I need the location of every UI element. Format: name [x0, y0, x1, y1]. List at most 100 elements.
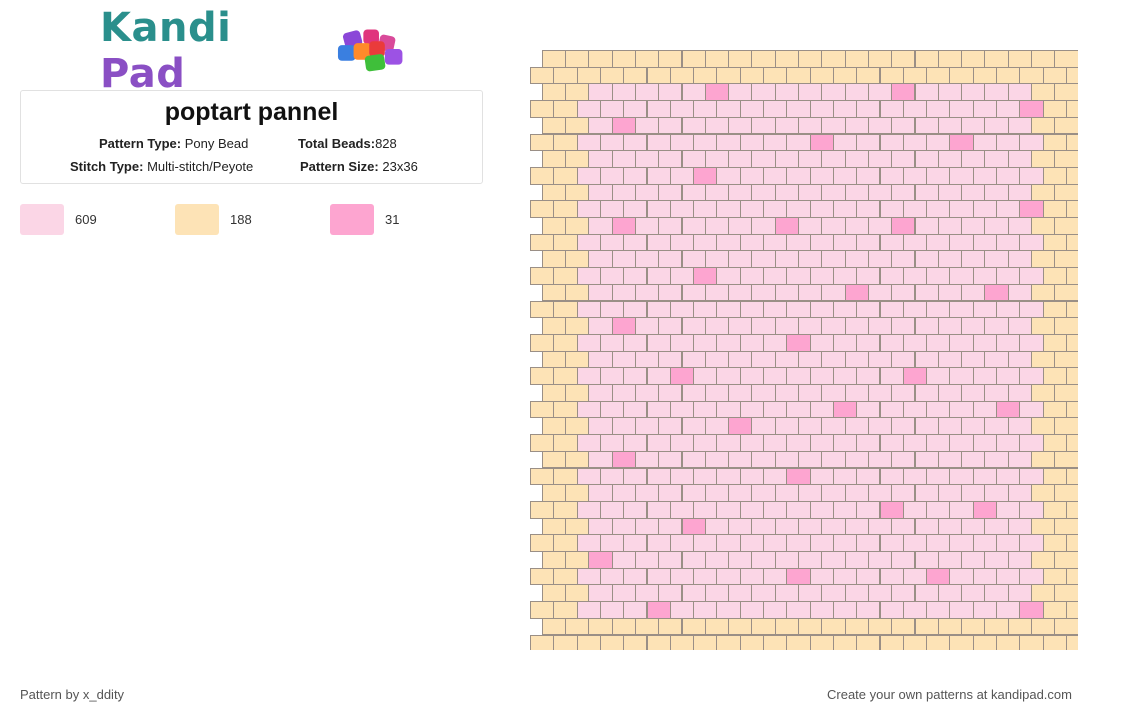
bead: [949, 534, 974, 552]
bead: [704, 417, 730, 436]
bead: [1031, 250, 1056, 269]
bead: [949, 400, 974, 419]
bead: [576, 267, 601, 285]
bead: [774, 50, 799, 68]
bead: [751, 417, 776, 436]
bead: [681, 250, 706, 269]
bead: [856, 233, 881, 252]
bead: [646, 66, 671, 85]
bead: [599, 300, 625, 319]
bead: [1042, 133, 1067, 152]
bead: [576, 100, 601, 118]
bead: [751, 317, 776, 335]
bead: [658, 484, 683, 502]
bead: [693, 567, 718, 586]
bead: [879, 100, 904, 118]
bead: [891, 50, 916, 68]
bead: [716, 133, 741, 152]
bead: [891, 317, 916, 335]
bead: [681, 517, 706, 536]
bead: [681, 584, 706, 603]
bead: [1042, 100, 1067, 118]
bead: [879, 434, 904, 452]
bead: [693, 534, 718, 552]
color-swatch: [175, 203, 219, 235]
bead: [1019, 634, 1044, 650]
bead: [553, 534, 578, 552]
bead: [634, 384, 660, 402]
bead: [611, 484, 636, 502]
bead: [879, 567, 904, 586]
bead: [1019, 100, 1044, 118]
kandipad-link[interactable]: Create your own patterns at kandipad.com: [827, 687, 1072, 702]
bead: [623, 467, 648, 486]
bead: [891, 150, 916, 168]
bead: [599, 133, 625, 152]
bead: [541, 150, 566, 168]
bead: [751, 517, 776, 536]
bead: [565, 350, 590, 369]
bead: [693, 333, 718, 352]
bead: [599, 233, 625, 252]
bead-count: 609: [75, 211, 97, 227]
bead: [588, 384, 613, 402]
bead: [961, 250, 986, 269]
bead: [646, 567, 671, 586]
bead: [996, 534, 1021, 552]
bead: [716, 233, 741, 252]
bead: [937, 283, 963, 302]
bead: [588, 317, 613, 335]
bead: [530, 601, 555, 619]
bead: [949, 500, 974, 519]
bead-pattern-grid: [530, 50, 1078, 650]
bead: [716, 567, 741, 586]
bead: [669, 233, 695, 252]
bead: [1007, 83, 1032, 102]
bead: [984, 384, 1009, 402]
bead: [809, 267, 834, 285]
bead: [530, 434, 555, 452]
pattern-type-value: Pony Bead: [184, 136, 249, 151]
bead: [961, 283, 986, 302]
bead: [856, 300, 881, 319]
bead: [972, 434, 997, 452]
bead: [891, 183, 916, 202]
bead: [553, 100, 578, 118]
bead: [902, 267, 928, 285]
bead: [972, 500, 997, 519]
bead: [821, 417, 846, 436]
bead: [553, 434, 578, 452]
bead: [949, 267, 974, 285]
bead: [937, 150, 963, 168]
bead: [774, 183, 799, 202]
bead: [704, 350, 730, 369]
bead: [821, 116, 846, 135]
bead: [867, 350, 893, 369]
bead: [914, 584, 939, 603]
bead: [856, 267, 881, 285]
bead: [704, 217, 730, 235]
bead: [937, 484, 963, 502]
bead: [821, 517, 846, 536]
bead: [646, 100, 671, 118]
bead: [949, 467, 974, 486]
bead: [541, 384, 566, 402]
bead: [984, 50, 1009, 68]
bead: [937, 83, 963, 102]
bead: [902, 166, 928, 185]
bead: [832, 567, 858, 586]
bead: [739, 367, 764, 385]
bead: [902, 100, 928, 118]
bead: [914, 417, 939, 436]
legend-item-light-pink: 609: [20, 203, 97, 235]
bead: [646, 333, 671, 352]
bead: [798, 283, 823, 302]
bead: [972, 467, 997, 486]
bead: [984, 517, 1009, 536]
bead: [798, 83, 823, 102]
bead: [739, 500, 764, 519]
bead: [821, 317, 846, 335]
bead: [739, 66, 764, 85]
kandipad-logo[interactable]: Kandi Pad: [100, 5, 410, 97]
bead: [949, 66, 974, 85]
